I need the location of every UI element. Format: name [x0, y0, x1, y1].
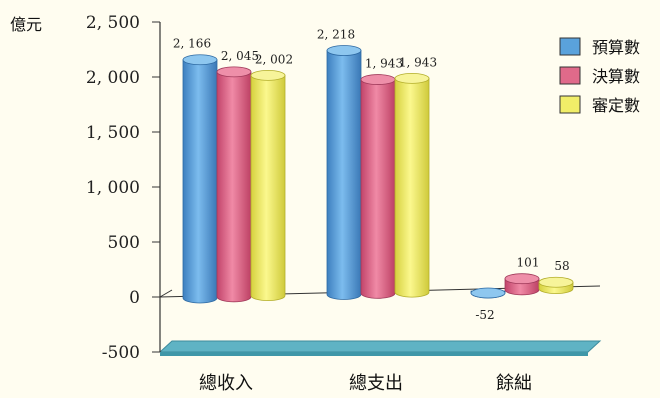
category-label: 餘絀: [496, 373, 532, 394]
bar-決算數-餘絀: [504, 273, 540, 296]
legend-label: 決算數: [592, 67, 640, 86]
bar-決算數-總支出: [360, 74, 396, 299]
data-label: 101: [517, 256, 540, 270]
y-tick-label: 1, 500: [86, 123, 140, 143]
category-label: 總支出: [349, 373, 403, 394]
data-label: 2, 166: [173, 37, 211, 51]
bar-審定數-總支出: [394, 72, 430, 298]
bar-預算數-總支出: [326, 45, 362, 300]
bar-審定數-總收入: [250, 69, 286, 301]
legend-label: 預算數: [592, 38, 640, 57]
y-tick-label: 2, 000: [86, 68, 140, 88]
y-tick-label: 0: [129, 288, 140, 308]
y-tick-label: 1, 000: [86, 178, 140, 198]
y-tick-label: -500: [102, 343, 140, 363]
legend-swatch: [559, 66, 581, 85]
data-label: 1, 943: [365, 57, 403, 71]
bar-預算數-餘絀: [470, 287, 506, 299]
bar-預算數-總收入: [182, 54, 218, 304]
legend-swatch: [559, 37, 581, 56]
category-label: 總收入: [199, 373, 253, 394]
y-tick-label: 2, 500: [86, 13, 140, 33]
legend-swatch: [559, 95, 581, 114]
data-label: 58: [554, 259, 569, 273]
data-label: -52: [475, 308, 494, 322]
bar-審定數-餘絀: [538, 276, 574, 294]
data-label: 2, 002: [255, 52, 293, 66]
floor-platform-side: [160, 352, 588, 356]
data-label: 1, 943: [399, 55, 437, 69]
zero-baseline-front: [159, 289, 173, 298]
floor-platform: [158, 340, 602, 353]
y-tick-label: 500: [108, 233, 140, 253]
data-label: 2, 045: [221, 49, 259, 63]
bar-決算數-總收入: [216, 66, 252, 303]
legend-label: 審定數: [592, 96, 640, 115]
data-label: 2, 218: [317, 28, 355, 42]
y-axis-unit: 億元: [10, 15, 42, 34]
